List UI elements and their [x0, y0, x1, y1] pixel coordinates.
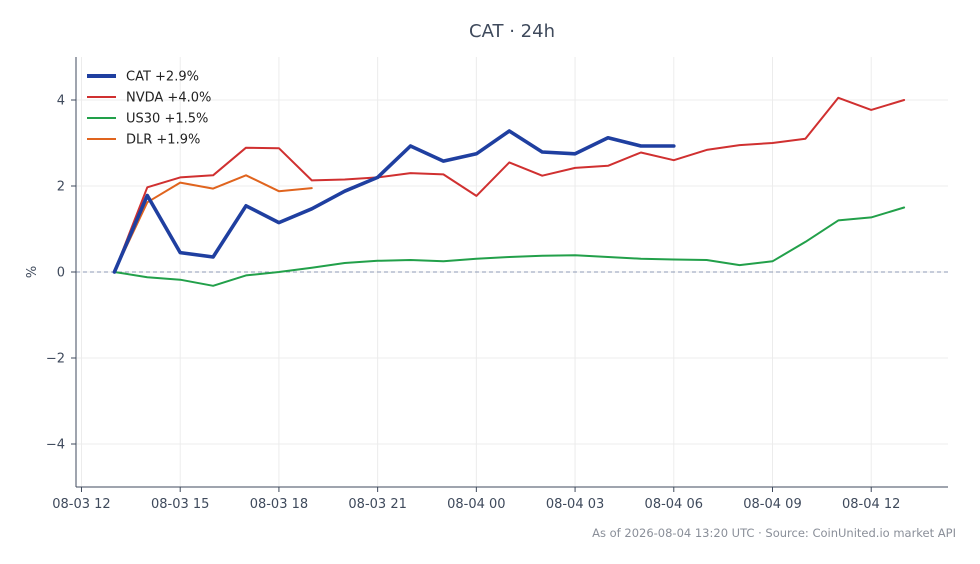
y-tick-label: 2 — [57, 180, 65, 195]
x-tick-label: 08-03 15 — [151, 497, 209, 512]
x-tick-label: 08-04 12 — [842, 497, 900, 512]
series-line-nvda — [113, 96, 906, 273]
x-tick-label: 08-04 06 — [645, 497, 703, 512]
chart-title: CAT · 24h — [469, 21, 555, 42]
x-tick-label: 08-04 03 — [546, 497, 604, 512]
x-tick-label: 08-04 00 — [447, 497, 505, 512]
legend: CAT +2.9% NVDA +4.0% US30 +1.5% DLR +1.9% — [87, 70, 211, 148]
y-tick-label: −2 — [46, 352, 65, 367]
x-tick-label: 08-04 09 — [743, 497, 801, 512]
series-line-us30 — [113, 206, 906, 287]
y-tick-label: −4 — [46, 438, 65, 453]
legend-label: NVDA +4.0% — [126, 91, 211, 106]
x-axis-ticks: 08-03 12 08-03 15 08-03 18 08-03 21 08-04 00… — [52, 487, 900, 512]
x-tick-label: 08-03 12 — [52, 497, 110, 512]
x-tick-label: 08-03 18 — [250, 497, 308, 512]
series-lines — [112, 96, 906, 287]
series-line-cat — [112, 129, 676, 274]
y-axis-ticks: −4 −2 0 2 4 — [46, 94, 76, 453]
x-tick-label: 08-03 21 — [348, 497, 406, 512]
footer-source: As of 2026-08-04 13:20 UTC · Source: Coi… — [592, 526, 956, 540]
legend-label: CAT +2.9% — [126, 70, 199, 85]
y-tick-label: 4 — [57, 94, 65, 109]
legend-label: DLR +1.9% — [126, 133, 200, 148]
series-line-dlr — [113, 174, 313, 273]
y-tick-label: 0 — [57, 266, 65, 281]
legend-label: US30 +1.5% — [126, 112, 208, 127]
y-axis-label: % — [25, 266, 40, 278]
